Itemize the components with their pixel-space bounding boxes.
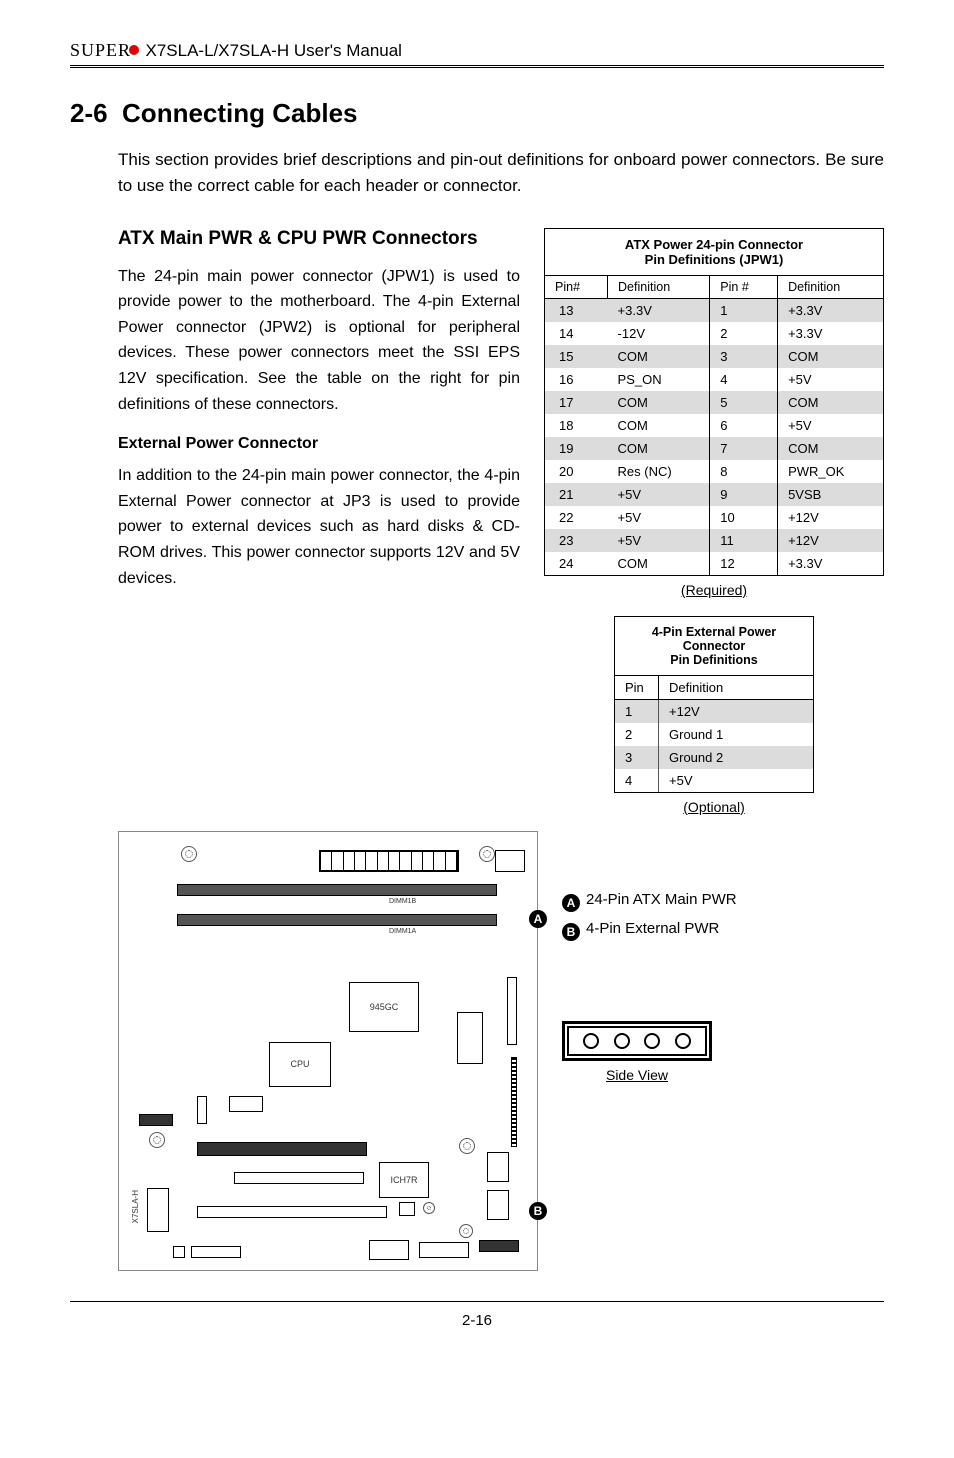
sata-port: [487, 1152, 509, 1182]
small-header: [495, 850, 525, 872]
table-row: 14-12V2+3.3V: [545, 322, 884, 345]
expansion-slot: [234, 1172, 364, 1184]
screw-icon: [181, 846, 197, 862]
table-row: 23+5V11+12V: [545, 529, 884, 552]
table-row: 19COM7COM: [545, 437, 884, 460]
table-row: 18COM6+5V: [545, 414, 884, 437]
table-row: 21+5V95VSB: [545, 483, 884, 506]
dimm-slot: [177, 914, 497, 926]
screw-icon: [423, 1202, 435, 1214]
atx-heading: ATX Main PWR & CPU PWR Connectors: [118, 228, 520, 250]
ext-power-header: [457, 1012, 483, 1064]
sata-port: [487, 1190, 509, 1220]
chip-cpu: CPU: [269, 1042, 331, 1087]
ext-col-1: Definition: [659, 675, 814, 699]
dimm-label-b: DIMM1B: [389, 898, 416, 905]
brand-prefix: SUPER: [70, 40, 131, 60]
pin-hole-icon: [644, 1033, 660, 1049]
chip-small: [399, 1202, 415, 1216]
screw-icon: [459, 1138, 475, 1154]
table-row: 4+5V: [615, 769, 814, 793]
pci-slot: [197, 1142, 367, 1156]
header-block: [479, 1240, 519, 1252]
atx-pin-table: ATX Power 24-pin Connector Pin Definitio…: [544, 228, 884, 576]
screw-icon: [459, 1224, 473, 1238]
section-intro: This section provides brief descriptions…: [70, 147, 884, 200]
header-block: [369, 1240, 409, 1260]
table-row: 24COM12+3.3V: [545, 552, 884, 576]
atx-connector-outline: [319, 850, 459, 872]
badge-a-icon: A: [562, 894, 580, 912]
table-row: 16PS_ON4+5V: [545, 368, 884, 391]
legend-a: A24-Pin ATX Main PWR: [562, 891, 884, 912]
ext-pin-table: 4-Pin External Power Connector Pin Defin…: [614, 616, 814, 793]
brand-dot: [129, 45, 139, 55]
atx-col-3: Definition: [778, 275, 884, 298]
section-title-text: Connecting Cables: [122, 98, 357, 128]
motherboard-diagram: DIMM1B DIMM1A 945GC CPU ICH7R X7SLA-H A …: [118, 831, 538, 1271]
io-port: [139, 1114, 173, 1126]
table-row: 20Res (NC)8PWR_OK: [545, 460, 884, 483]
screw-icon: [479, 846, 495, 862]
ext-optional-note: (Optional): [544, 799, 884, 815]
jumper: [173, 1246, 185, 1258]
atx-col-2: Pin #: [710, 275, 778, 298]
badge-b-icon: B: [562, 923, 580, 941]
table-row: 2Ground 1: [615, 723, 814, 746]
dimm-label-a: DIMM1A: [389, 928, 416, 935]
table-row: 17COM5COM: [545, 391, 884, 414]
io-block: [147, 1188, 169, 1232]
ext-col-0: Pin: [615, 675, 659, 699]
atx-col-1: Definition: [608, 275, 710, 298]
table-row: 22+5V10+12V: [545, 506, 884, 529]
header-row: [191, 1246, 241, 1258]
header-block: [419, 1242, 469, 1258]
side-view-label: Side View: [562, 1067, 712, 1083]
side-view-connector: Side View: [562, 1021, 884, 1083]
ext-table-caption: 4-Pin External Power Connector Pin Defin…: [615, 616, 814, 675]
pin-hole-icon: [675, 1033, 691, 1049]
ext-heading: External Power Connector: [118, 435, 520, 453]
section-number: 2-6: [70, 98, 108, 128]
table-row: 3Ground 2: [615, 746, 814, 769]
component: [229, 1096, 263, 1112]
ide-header: [507, 977, 517, 1045]
legend-b: B4-Pin External PWR: [562, 920, 884, 941]
table-row: 13+3.3V1+3.3V: [545, 298, 884, 322]
expansion-slot: [197, 1206, 387, 1218]
manual-title: X7SLA-L/X7SLA-H User's Manual: [145, 41, 401, 60]
atx-col-0: Pin#: [545, 275, 608, 298]
pin-hole-icon: [614, 1033, 630, 1049]
board-model-label: X7SLA-H: [131, 1190, 140, 1223]
capacitor: [197, 1096, 207, 1124]
screw-icon: [149, 1132, 165, 1148]
section-heading: 2-6 Connecting Cables: [70, 98, 884, 129]
chip-ich7r: ICH7R: [379, 1162, 429, 1198]
ext-body: In addition to the 24-pin main power con…: [118, 463, 520, 591]
badge-b-on-board: B: [529, 1202, 547, 1220]
atx-required-note: (Required): [544, 582, 884, 598]
chip-945gc: 945GC: [349, 982, 419, 1032]
table-row: 1+12V: [615, 699, 814, 723]
page-header: SUPER X7SLA-L/X7SLA-H User's Manual: [70, 40, 884, 68]
page-number: 2-16: [70, 1301, 884, 1329]
front-panel-header: [511, 1057, 517, 1147]
atx-body: The 24-pin main power connector (JPW1) i…: [118, 264, 520, 418]
pin-hole-icon: [583, 1033, 599, 1049]
dimm-slot: [177, 884, 497, 896]
atx-table-caption: ATX Power 24-pin Connector Pin Definitio…: [545, 228, 884, 275]
table-row: 15COM3COM: [545, 345, 884, 368]
badge-a-on-board: A: [529, 910, 547, 928]
